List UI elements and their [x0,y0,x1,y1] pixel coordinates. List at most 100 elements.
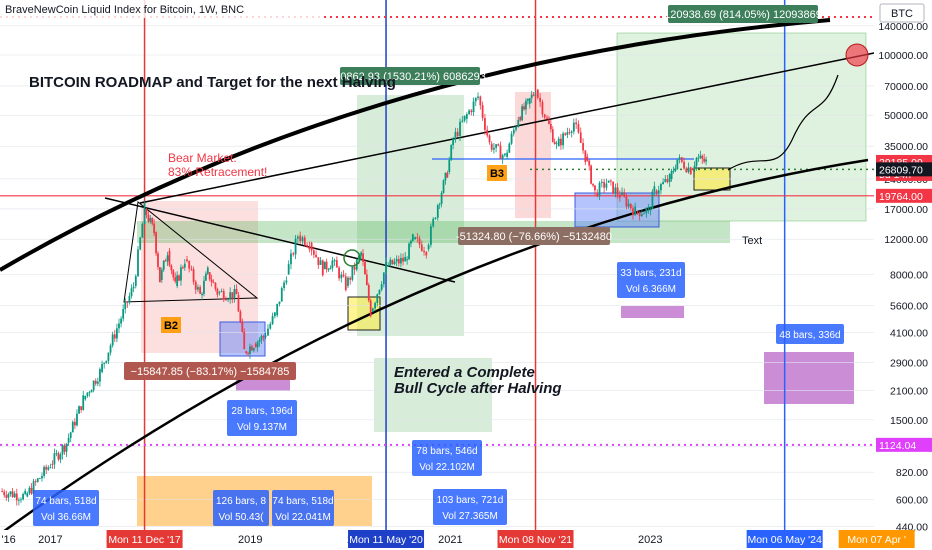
candle-body [490,143,493,150]
candle-body [67,437,70,443]
range-info-1-bg [33,490,99,526]
candle-body [252,348,255,351]
purple-range-box-2024 [764,352,854,404]
range-info-3-bg [272,490,334,526]
candle-body [287,264,290,275]
y-tick-label: 2900.00 [890,358,928,370]
candle-body [685,168,688,173]
candle-body [468,110,470,115]
bear-retracement-text: 83% Retracement! [168,165,267,179]
range-info-3-bars: 74 bars, 518d [272,496,333,507]
candle-body [315,254,317,258]
candle-body [229,292,232,300]
candle-body [452,138,455,146]
candle-body [570,131,573,133]
candle-body [575,122,578,125]
candle-body [233,289,236,299]
candle-body [374,302,376,309]
candle-body [116,328,118,339]
candle-body [420,244,423,251]
range-info-5-bars: 78 bars, 546d [416,446,477,457]
candle-body [510,133,513,144]
date-tag-bg [348,530,425,548]
candle-body [11,491,14,498]
candle-body [344,276,347,291]
range-info-5-bg [412,440,482,476]
chart-title: BITCOIN ROADMAP and Target for the next … [29,74,396,91]
candle-body [321,260,324,276]
candle-body [532,94,535,96]
long-term-support-curve [0,158,869,536]
candle-body [168,250,171,266]
range-info-4-vol: Vol 9.137M [237,422,287,433]
candle-body [474,97,477,102]
bull-cycle-text-2: Bull Cycle after Halving [394,380,562,397]
candle-body [139,237,142,250]
candle-body [1,491,3,492]
candle-body [323,261,326,270]
candle-body [162,260,165,270]
x-tick-label: 2017 [38,534,62,546]
candle-body [113,334,116,339]
range-info-1-bars: 74 bars, 518d [35,496,96,507]
header-bg [0,0,320,18]
date-tag-label: Mon 11 Dec '17 [108,534,181,546]
triangle-pattern [123,201,259,303]
candle-body [342,274,345,277]
candle-body [69,432,72,438]
candle-body [65,443,68,452]
candle-body [86,392,89,396]
candle-body [459,121,461,136]
label-b2-bg [161,317,181,333]
candle-body [541,101,544,115]
candle-body [577,124,580,133]
candle-body [590,165,593,184]
candle-body [101,363,103,373]
candle-body [158,267,161,283]
candle-body [371,308,374,312]
candle-body [662,181,665,185]
date-tag-bg [106,530,183,548]
candle-body [267,328,269,336]
candle-body [94,380,97,384]
candle-body [432,218,435,227]
candle-body [364,261,366,275]
candle-body [143,203,146,224]
candle-body [105,360,108,363]
candle-body [525,100,527,110]
candle-body [653,186,656,192]
candle-body [674,168,677,171]
candle-body [306,245,308,247]
candle-body [96,381,99,384]
candle-body [80,406,83,410]
candle-body [479,96,482,106]
bear-2022-box [515,92,551,218]
candle-body [629,203,632,209]
candle-body [153,223,156,234]
label-text: Text [742,235,762,247]
candle-body [250,346,253,351]
candle-body [360,252,363,256]
candle-body [600,181,603,184]
candle-body [369,300,372,317]
candle-body [693,165,696,170]
candle-body [204,273,207,281]
y-tick-label: 1500.00 [890,415,928,427]
price-label: 1124.04 [879,440,916,452]
candle-body [705,159,707,162]
candle-body [380,284,383,290]
range-info-4-bars: 28 bars, 196d [231,406,292,417]
candle-body [203,280,205,294]
candle-body [564,133,567,135]
candle-body [517,119,520,127]
y-tick-label: 50000.00 [884,110,928,122]
candle-body [243,331,246,350]
candle-body [582,142,584,151]
candle-body [78,406,80,414]
candle-body [59,454,62,460]
candle-body [157,253,159,268]
candle-body [666,179,669,183]
candle-body [408,243,410,260]
candle-body [312,250,315,255]
